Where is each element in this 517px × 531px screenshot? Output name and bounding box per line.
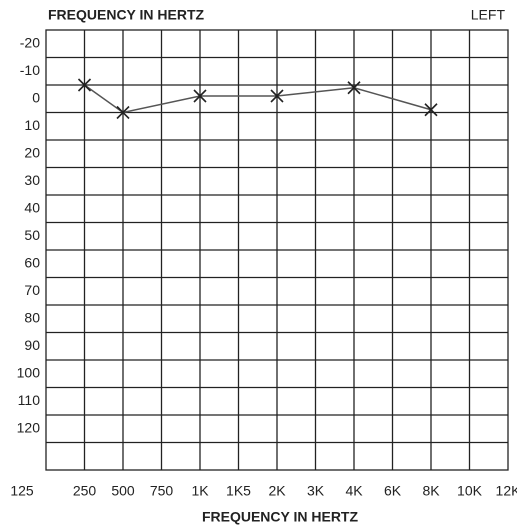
x-tick-label: 125 [10, 483, 34, 499]
x-marker-stroke [270, 89, 284, 103]
y-tick-label: 70 [24, 282, 40, 298]
x-marker [347, 81, 361, 95]
x-tick-label: 6K [384, 483, 402, 499]
x-marker [116, 105, 130, 120]
y-tick-label: 30 [24, 172, 40, 188]
x-tick-label: 750 [150, 483, 174, 499]
x-marker [193, 89, 207, 103]
x-tick-label: 10K [457, 483, 483, 499]
y-tick-label: -20 [20, 34, 40, 50]
y-tick-label: 50 [24, 227, 40, 243]
x-marker-stroke [116, 105, 130, 120]
x-tick-label: 3K [307, 483, 325, 499]
x-marker [270, 89, 284, 103]
x-marker-stroke [193, 89, 207, 103]
y-tick-label: 0 [32, 89, 40, 105]
x-tick-label: 250 [73, 483, 97, 499]
x-marker [77, 78, 92, 92]
x-marker-stroke [424, 103, 438, 117]
side-label: LEFT [471, 7, 506, 23]
x-tick-label: 12K [496, 483, 517, 499]
y-tick-label: 110 [18, 392, 41, 408]
x-marker [424, 103, 438, 117]
x-tick-label: 8K [422, 483, 440, 499]
y-tick-label: 60 [24, 254, 40, 270]
x-axis-title: FREQUENCY IN HERTZ [202, 509, 359, 525]
x-tick-label: 4K [345, 483, 363, 499]
y-tick-label: 80 [24, 309, 40, 325]
y-tick-label: 20 [24, 144, 40, 160]
x-tick-label: 1K5 [226, 483, 251, 499]
y-tick-label: 120 [17, 419, 41, 435]
x-tick-label: 1K [191, 483, 209, 499]
y-tick-label: 100 [17, 364, 41, 380]
chart-title: FREQUENCY IN HERTZ [48, 7, 205, 23]
y-tick-label: 40 [24, 199, 40, 215]
x-marker-stroke [77, 78, 92, 92]
x-tick-label: 2K [268, 483, 286, 499]
threshold-line [84, 84, 432, 114]
x-marker-stroke [347, 81, 361, 95]
y-tick-label: 10 [24, 117, 40, 133]
x-tick-label: 500 [111, 483, 135, 499]
y-tick-label: -10 [20, 62, 40, 78]
y-tick-label: 90 [24, 337, 40, 353]
